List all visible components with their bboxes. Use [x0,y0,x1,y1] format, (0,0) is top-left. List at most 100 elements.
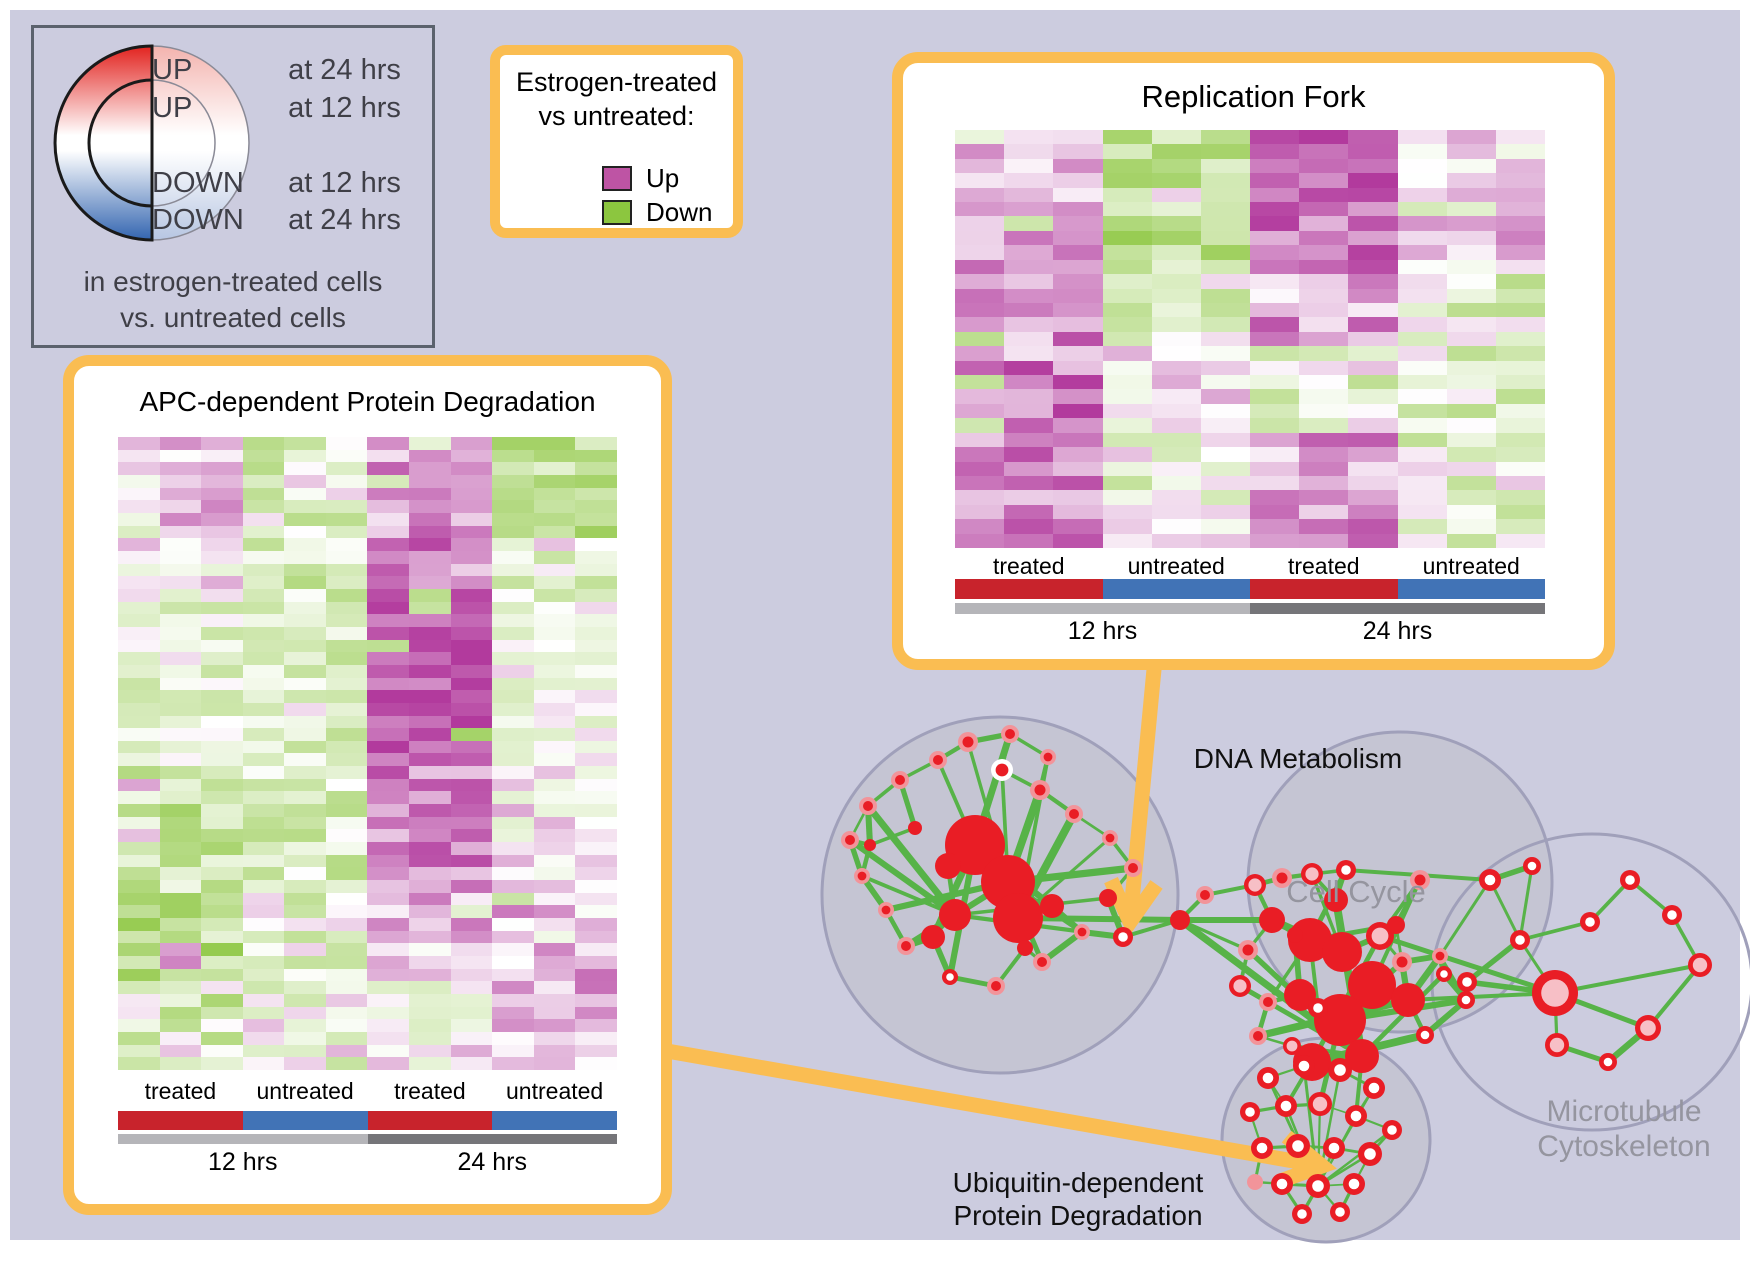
heatmap-cell [409,1006,451,1020]
heatmap-cell [1250,504,1300,520]
heatmap-cell [367,538,410,551]
heatmap-cell [159,626,202,640]
heatmap-cell [492,550,534,564]
heatmap-cell [1495,202,1545,217]
heatmap-cell [955,288,1005,303]
heatmap-cell [1151,302,1201,318]
network-node-ring [1392,952,1412,972]
heatmap-cell [325,753,368,767]
network-node-wcore [1292,1204,1312,1224]
network-node-ring [1272,868,1292,888]
heatmap-cell [118,449,160,463]
heatmap-cell [409,867,451,881]
network-node-wcore [1382,1120,1402,1140]
heatmap-cell [955,274,1005,289]
heatmap-cell [1004,331,1054,347]
heatmap-cell [367,639,410,653]
heatmap-cell [492,753,534,767]
heatmap-cell [575,588,617,602]
heatmap-cell [492,525,534,539]
heatmap-cell [1102,216,1152,231]
heatmap-cell [1151,490,1201,505]
treated-bar [118,1111,243,1130]
network-node-solid [1391,983,1425,1017]
heatmap-cell [409,601,451,615]
heatmap-cell [242,601,285,615]
heatmap-cell [325,867,368,881]
heatmap-cell [955,490,1005,505]
heatmap-cell [1200,274,1250,289]
heatmap-cell [492,702,534,716]
heatmap-cell [450,474,493,488]
heatmap-cell [325,956,368,969]
network-link [1407,991,1556,1002]
heatmap-cell [1102,130,1152,145]
heatmap-cell [955,173,1005,188]
heatmap-cell [242,791,285,805]
network-node-ring [1065,805,1083,823]
heatmap-cell [492,981,534,995]
heatmap-cell [242,930,285,944]
heatmap-cell [533,766,576,779]
network-node-wcore [1479,869,1501,891]
heatmap-cell [367,462,410,475]
heatmap-cell [450,905,493,919]
heatmap-cell [492,462,534,475]
heatmap-cell [575,1019,617,1033]
heatmap-cell [492,930,534,944]
heatmap-cell [284,652,326,665]
heatmap-cell [1495,432,1545,448]
network-link [1438,879,1492,957]
heatmap-cell [1446,130,1496,145]
heatmap-cell [1200,375,1250,390]
heatmap-cell [367,437,410,450]
heatmap-cell [533,588,576,602]
heatmap-cell [1495,130,1545,145]
heatmap-cell [242,512,285,526]
heatmap-cell [201,791,243,805]
heatmap-cell [242,892,285,906]
heatmap-cell [575,487,617,501]
heatmap-cell [325,576,368,589]
heatmap-cell [533,892,576,906]
heatmap-cell [118,1057,160,1070]
heatmap-cell [201,918,243,931]
heatmap-cell [575,753,617,767]
heatmap-cell [367,766,410,779]
heatmap-cell [450,1019,493,1033]
heatmap-cell [1446,187,1496,203]
heatmap-cell [1348,317,1398,332]
legend-row-down-12: DOWN at 12 hrs [152,167,401,200]
heatmap-cell [1200,302,1250,318]
heatmap-cell [1102,346,1152,361]
heatmap-cell [242,525,285,539]
heatmap-cell [533,829,576,843]
network-node-wcore [1620,870,1640,890]
heatmap-cell [201,702,243,716]
heatmap-cell [575,778,617,792]
heatmap-cell [575,715,617,729]
heatmap-cell [492,804,534,817]
heatmap-cell [1053,259,1103,275]
heatmap-cell [325,880,368,893]
heatmap-cell [955,475,1005,491]
heatmap-cell [242,867,285,881]
heatmap-cell [575,652,617,665]
heatmap-cell [201,437,243,450]
network-label-line: Microtubule [1546,1095,1702,1128]
heatmap-cell [1053,245,1103,260]
heatmap-cell [118,588,160,602]
heatmap-cell [492,766,534,779]
heatmap-cell [242,804,285,817]
heatmap-cell [1053,389,1103,404]
heatmap-cell [118,1032,160,1045]
network-edge [1465,937,1522,985]
heatmap-cell [450,550,493,564]
heatmap-cell [201,1019,243,1033]
heatmap-cell [1200,187,1250,203]
heatmap-cell [409,778,451,792]
heatmap-cell [242,918,285,931]
network-node-wcore [1358,1142,1382,1166]
network-node-wcore [1662,905,1682,925]
heatmap-cell [1151,331,1201,347]
